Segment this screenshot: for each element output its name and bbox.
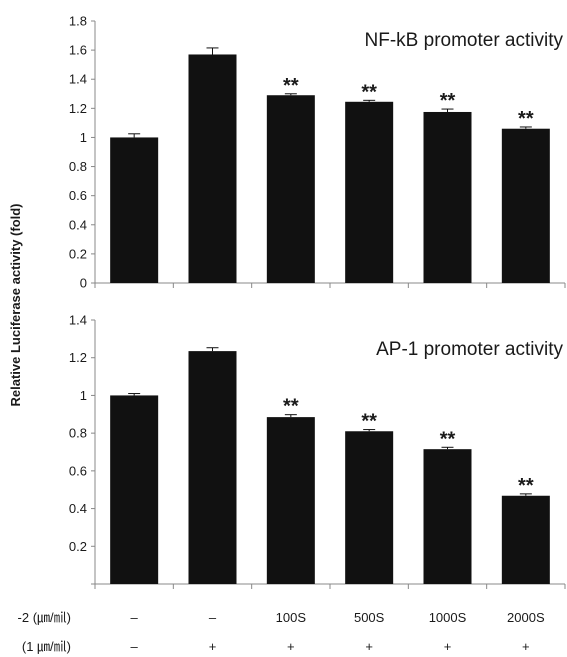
condition-row1-cell: – [131, 610, 139, 625]
significance-marker: ** [518, 108, 534, 130]
condition-row1-label: -2 (㎛/㏕) [18, 610, 71, 626]
bar [188, 351, 237, 584]
condition-table: -2 (㎛/㏕) (1 ㎛/㏕) – – 100S 500S 1000S 2000S – + +… [18, 610, 545, 655]
y-tick-label: 1 [80, 388, 87, 403]
condition-row1-cell: – [209, 610, 217, 625]
significance-marker: ** [283, 75, 299, 97]
y-tick-label: 0.4 [69, 501, 87, 516]
bar [345, 431, 394, 584]
y-tick-label: 0.2 [69, 246, 87, 261]
y-tick-label: 0 [80, 276, 87, 291]
condition-row1-cell: 100S [276, 610, 307, 625]
significance-marker: ** [440, 90, 456, 112]
y-tick-label: 1 [80, 130, 87, 145]
bar [501, 495, 550, 584]
chart-nfkb: NF-kB promoter activity 0 0.2 0.4 0.6 0.8 1 1.… [69, 14, 566, 291]
condition-row2-cell: + [444, 639, 452, 654]
significance-marker: ** [283, 396, 299, 418]
bar [423, 449, 472, 584]
y-tick-label: 1.4 [69, 313, 87, 328]
condition-row1-cell: 500S [354, 610, 385, 625]
condition-row2-label: (1 ㎛/㏕) [22, 639, 71, 655]
bar [266, 95, 315, 283]
y-tick-label: 0.2 [69, 539, 87, 554]
condition-row2-cell: + [522, 639, 530, 654]
y-tick-label: 0.6 [69, 188, 87, 203]
condition-row2-cell: – [131, 639, 139, 654]
y-tick-label: 1.8 [69, 14, 87, 29]
chart-title-ap1: AP-1 promoter activity [376, 339, 563, 360]
condition-row2-cell: + [209, 639, 217, 654]
y-tick-label: 1.4 [69, 72, 87, 87]
y-tick-label: 1.2 [69, 350, 87, 365]
bar [110, 395, 159, 584]
bar [110, 137, 159, 283]
significance-marker: ** [361, 81, 377, 103]
condition-row1-cell: 1000S [429, 610, 467, 625]
chart-title-nfkb: NF-kB promoter activity [365, 30, 564, 51]
y-axis-label: Relative Luciferase activity (fold) [8, 203, 23, 406]
y-tick-label: 0.4 [69, 217, 87, 232]
y-tick-label: 1.2 [69, 101, 87, 116]
y-tick-label: 0.8 [69, 159, 87, 174]
condition-row2-cell: + [287, 639, 295, 654]
bar [266, 417, 315, 584]
bar [188, 54, 237, 283]
bar [423, 111, 472, 283]
chart-ap1: AP-1 promoter activity 0.2 0.4 0.6 0.8 1 1.2 1… [69, 313, 566, 589]
significance-marker: ** [440, 428, 456, 450]
condition-row1-cell: 2000S [507, 610, 545, 625]
y-tick-label: 0.6 [69, 463, 87, 478]
bar [501, 128, 550, 283]
significance-marker: ** [518, 475, 534, 497]
condition-row2-cell: + [365, 639, 373, 654]
y-tick-label: 1.6 [69, 43, 87, 58]
y-tick-label: 0.8 [69, 426, 87, 441]
bar [345, 101, 394, 284]
significance-marker: ** [361, 411, 377, 433]
